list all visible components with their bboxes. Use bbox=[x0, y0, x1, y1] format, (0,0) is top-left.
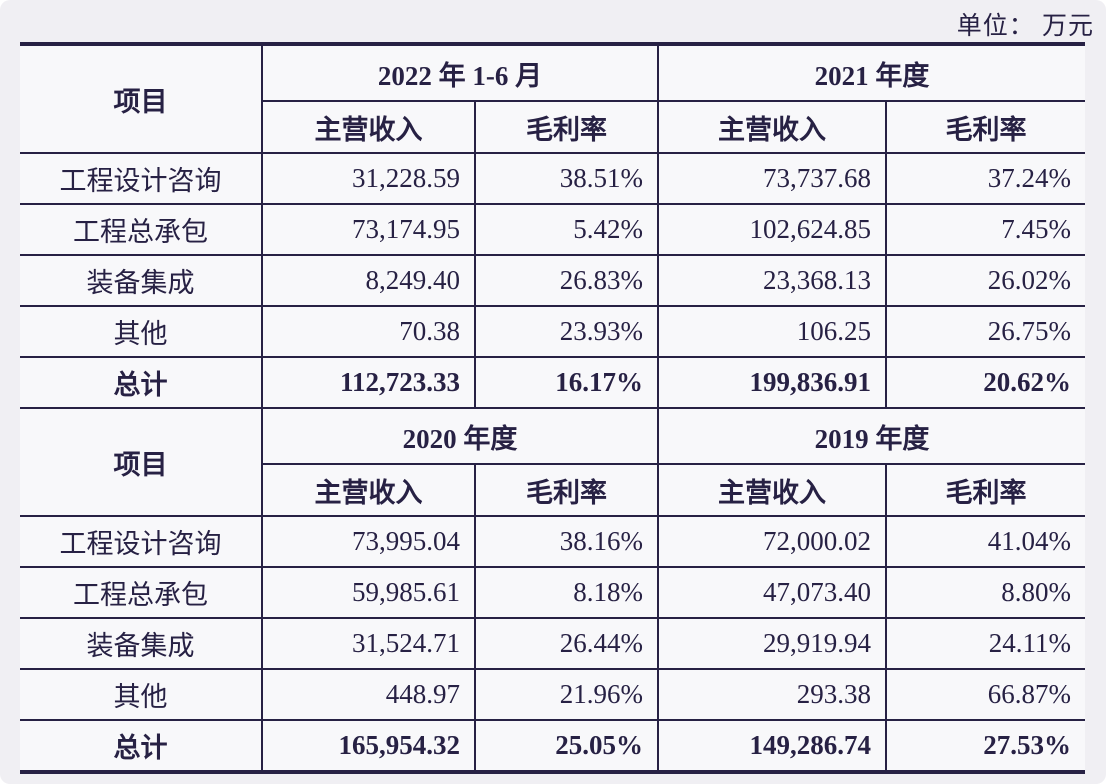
period-header: 2021 年度 bbox=[657, 43, 1085, 102]
table-cell: 7.45% bbox=[885, 203, 1085, 256]
table-cell: 66.87% bbox=[885, 668, 1085, 721]
period-header: 2019 年度 bbox=[657, 407, 1085, 465]
table-cell: 199,836.91 bbox=[657, 356, 887, 409]
column-header: 毛利率 bbox=[885, 100, 1085, 154]
table-row-total: 总计 165,954.32 25.05% 149,286.74 27.53% bbox=[20, 719, 1085, 773]
row-label: 总计 bbox=[20, 719, 263, 773]
table-cell: 26.02% bbox=[885, 254, 1085, 307]
table-row-subheader: 主营收入 毛利率 主营收入 毛利率 bbox=[20, 463, 1085, 517]
row-label: 工程总承包 bbox=[20, 203, 263, 256]
table-cell: 23.93% bbox=[474, 305, 659, 358]
table-row: 工程设计咨询 31,228.59 38.51% 73,737.68 37.24% bbox=[20, 152, 1085, 205]
table-cell: 23,368.13 bbox=[657, 254, 887, 307]
table-row-total: 总计 112,723.33 16.17% 199,836.91 20.62% bbox=[20, 356, 1085, 409]
table-cell: 293.38 bbox=[657, 668, 887, 721]
table-row-period-header: 项目 2022 年 1-6 月 2021 年度 bbox=[20, 43, 1085, 154]
period-header: 2022 年 1-6 月 bbox=[261, 43, 659, 102]
table-cell: 149,286.74 bbox=[657, 719, 887, 773]
row-label: 工程总承包 bbox=[20, 566, 263, 619]
row-label: 其他 bbox=[20, 305, 263, 358]
table-row: 工程总承包 73,174.95 5.42% 102,624.85 7.45% bbox=[20, 203, 1085, 256]
table-cell: 26.75% bbox=[885, 305, 1085, 358]
table-cell: 26.83% bbox=[474, 254, 659, 307]
table-cell: 29,919.94 bbox=[657, 617, 887, 670]
table-cell: 73,995.04 bbox=[261, 515, 476, 568]
column-header: 毛利率 bbox=[474, 463, 659, 517]
table-cell: 41.04% bbox=[885, 515, 1085, 568]
row-label: 工程设计咨询 bbox=[20, 515, 263, 568]
table-row-subheader: 主营收入 毛利率 主营收入 毛利率 bbox=[20, 100, 1085, 154]
table-cell: 448.97 bbox=[261, 668, 476, 721]
table-row: 其他 70.38 23.93% 106.25 26.75% bbox=[20, 305, 1085, 358]
table-cell: 26.44% bbox=[474, 617, 659, 670]
column-header: 主营收入 bbox=[262, 463, 476, 517]
table-row-period-header: 项目 2020 年度 2019 年度 bbox=[20, 407, 1085, 517]
row-label: 其他 bbox=[20, 668, 263, 721]
table-cell: 165,954.32 bbox=[261, 719, 476, 773]
table-cell: 21.96% bbox=[474, 668, 659, 721]
column-header: 主营收入 bbox=[262, 100, 476, 154]
table-row: 工程总承包 59,985.61 8.18% 47,073.40 8.80% bbox=[20, 566, 1085, 619]
row-label: 工程设计咨询 bbox=[20, 152, 263, 205]
row-label: 总计 bbox=[20, 356, 263, 409]
table-cell: 70.38 bbox=[261, 305, 476, 358]
table-cell: 73,737.68 bbox=[657, 152, 887, 205]
table-cell: 8.80% bbox=[885, 566, 1085, 619]
table-cell: 16.17% bbox=[474, 356, 659, 409]
row-label: 装备集成 bbox=[20, 617, 263, 670]
table-cell: 31,524.71 bbox=[261, 617, 476, 670]
table-row: 工程设计咨询 73,995.04 38.16% 72,000.02 41.04% bbox=[20, 515, 1085, 568]
table-cell: 8.18% bbox=[474, 566, 659, 619]
column-header: 毛利率 bbox=[885, 463, 1085, 517]
item-column-header: 项目 bbox=[20, 43, 263, 154]
table-cell: 37.24% bbox=[885, 152, 1085, 205]
row-label: 装备集成 bbox=[20, 254, 263, 307]
table-row: 其他 448.97 21.96% 293.38 66.87% bbox=[20, 668, 1085, 721]
table-cell: 47,073.40 bbox=[657, 566, 887, 619]
table-cell: 59,985.61 bbox=[261, 566, 476, 619]
item-column-header: 项目 bbox=[20, 407, 263, 517]
table-cell: 25.05% bbox=[474, 719, 659, 773]
table-cell: 8,249.40 bbox=[261, 254, 476, 307]
unit-label: 单位： 万元 bbox=[956, 13, 1094, 40]
table-row: 装备集成 31,524.71 26.44% 29,919.94 24.11% bbox=[20, 617, 1085, 670]
column-header: 主营收入 bbox=[657, 100, 887, 154]
table-cell: 38.16% bbox=[474, 515, 659, 568]
table-cell: 73,174.95 bbox=[261, 203, 476, 256]
period-header: 2020 年度 bbox=[261, 407, 659, 465]
table-cell: 106.25 bbox=[657, 305, 887, 358]
table-cell: 5.42% bbox=[474, 203, 659, 256]
table-cell: 38.51% bbox=[474, 152, 659, 205]
table-cell: 27.53% bbox=[885, 719, 1085, 773]
table-row: 装备集成 8,249.40 26.83% 23,368.13 26.02% bbox=[20, 254, 1085, 307]
table-cell: 112,723.33 bbox=[261, 356, 476, 409]
column-header: 毛利率 bbox=[474, 100, 659, 154]
table-cell: 31,228.59 bbox=[261, 152, 476, 205]
table-cell: 102,624.85 bbox=[657, 203, 887, 256]
column-header: 主营收入 bbox=[657, 463, 887, 517]
financial-table: 项目 2022 年 1-6 月 2021 年度 主营收入 毛利率 主营收入 毛利… bbox=[20, 42, 1085, 774]
table-cell: 72,000.02 bbox=[657, 515, 887, 568]
table-cell: 20.62% bbox=[885, 356, 1085, 409]
table-cell: 24.11% bbox=[885, 617, 1085, 670]
